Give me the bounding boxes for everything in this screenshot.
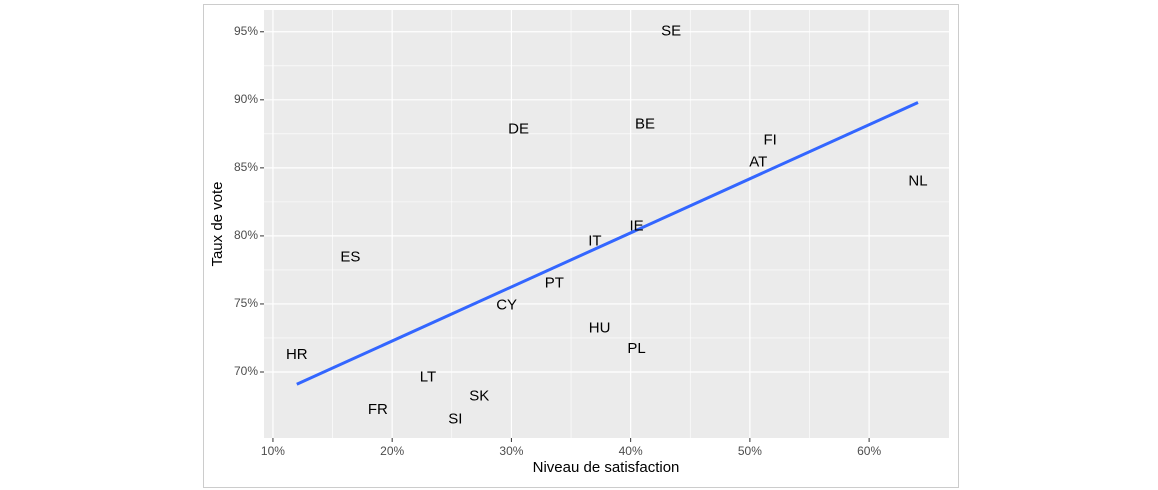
x-tick-label: 50% bbox=[738, 444, 762, 458]
x-tick-label: 20% bbox=[380, 444, 404, 458]
y-tick-label: 85% bbox=[234, 160, 258, 174]
point-label: DE bbox=[508, 121, 529, 138]
point-label: NL bbox=[908, 172, 927, 189]
panel bbox=[264, 10, 949, 438]
point-label: HR bbox=[286, 346, 308, 363]
x-tick-label: 40% bbox=[619, 444, 643, 458]
point-label: SK bbox=[469, 387, 489, 404]
point-label: ES bbox=[340, 249, 360, 266]
point-label: FR bbox=[368, 401, 388, 418]
point-label: IE bbox=[630, 217, 644, 234]
point-label: IT bbox=[588, 232, 601, 249]
point-label: SI bbox=[448, 411, 462, 428]
x-tick-label: 30% bbox=[499, 444, 523, 458]
point-label: BE bbox=[635, 115, 655, 132]
point-label: SE bbox=[661, 23, 681, 40]
y-tick-label: 70% bbox=[234, 364, 258, 378]
point-label: PL bbox=[627, 340, 645, 357]
point-label: HU bbox=[589, 319, 611, 336]
x-axis-title: Niveau de satisfaction bbox=[533, 459, 680, 476]
y-axis-title: Taux de vote bbox=[209, 181, 226, 266]
point-label: LT bbox=[420, 368, 436, 385]
point-label: CY bbox=[496, 296, 517, 313]
trend-line bbox=[296, 101, 919, 386]
y-tick-label: 90% bbox=[234, 92, 258, 106]
y-tick-label: 95% bbox=[234, 24, 258, 38]
y-tick-label: 75% bbox=[234, 296, 258, 310]
x-tick-label: 60% bbox=[857, 444, 881, 458]
x-tick-label: 10% bbox=[261, 444, 285, 458]
point-label: AT bbox=[749, 153, 767, 170]
y-tick-label: 80% bbox=[234, 228, 258, 242]
point-label: PT bbox=[545, 275, 564, 292]
point-label: FI bbox=[763, 132, 776, 149]
